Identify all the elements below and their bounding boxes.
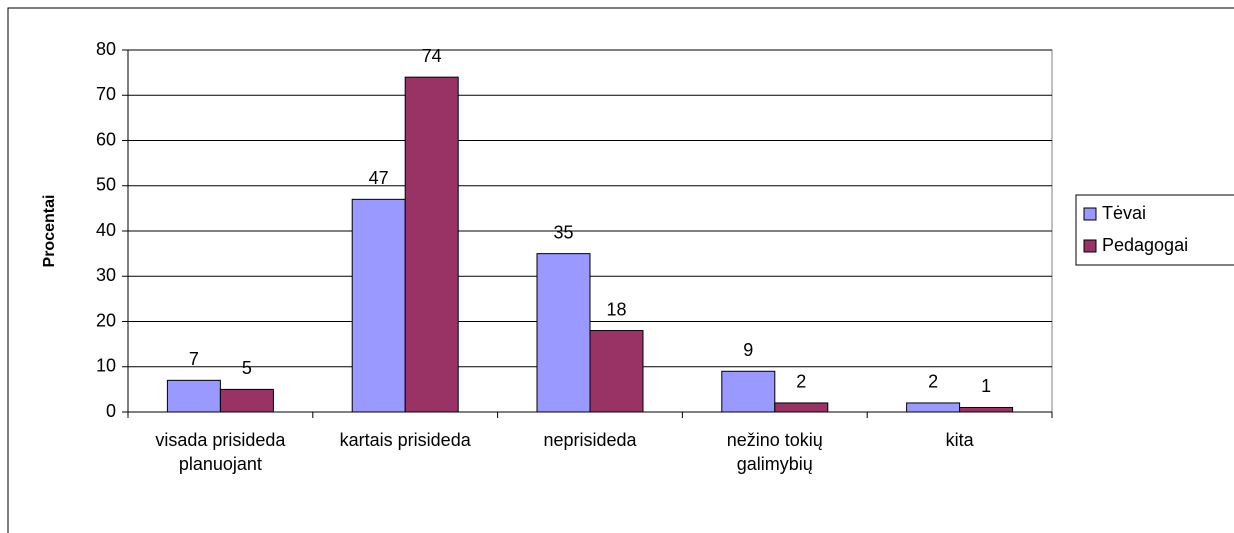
y-tick-label: 30 <box>96 265 116 285</box>
bar <box>906 402 961 413</box>
x-tick-label: kita <box>945 430 974 450</box>
data-label: 7 <box>189 349 199 369</box>
y-tick-label: 0 <box>106 401 116 421</box>
legend-swatch <box>1083 239 1097 253</box>
legend-swatch <box>1083 207 1097 221</box>
x-tick-label: nežino tokių galimybių <box>726 430 823 474</box>
bar <box>166 379 221 413</box>
bar <box>774 402 829 413</box>
legend-label: Pedagogai <box>1102 235 1188 255</box>
x-tick-label: visada prisideda planuojant <box>155 430 286 474</box>
y-tick-label: 70 <box>96 84 116 104</box>
bar <box>959 406 1014 413</box>
y-tick-label: 10 <box>96 356 116 376</box>
y-tick-label: 80 <box>96 39 116 59</box>
data-label: 9 <box>743 340 753 360</box>
x-tick-label: kartais prisideda <box>339 430 471 450</box>
data-label: 5 <box>242 358 252 378</box>
y-tick-label: 20 <box>96 310 116 330</box>
data-label: 2 <box>796 372 806 392</box>
legend-label: Tėvai <box>1102 203 1146 223</box>
data-label: 2 <box>928 372 938 392</box>
data-label: 47 <box>369 168 389 188</box>
bar <box>721 370 776 413</box>
bar <box>589 330 644 413</box>
bar <box>351 198 406 413</box>
data-label: 1 <box>981 376 991 396</box>
y-tick-label: 40 <box>96 220 116 240</box>
data-label: 74 <box>422 46 442 66</box>
x-tick-label: neprisideda <box>543 430 637 450</box>
data-label: 35 <box>553 222 573 242</box>
bar <box>404 76 459 413</box>
y-tick-label: 50 <box>96 175 116 195</box>
bar <box>536 253 591 413</box>
y-axis-title: Procentai <box>41 195 58 268</box>
legend-box <box>1075 194 1234 266</box>
y-tick-label: 60 <box>96 129 116 149</box>
bar <box>219 388 274 413</box>
chart-frame <box>7 7 1234 533</box>
data-label: 18 <box>606 299 626 319</box>
